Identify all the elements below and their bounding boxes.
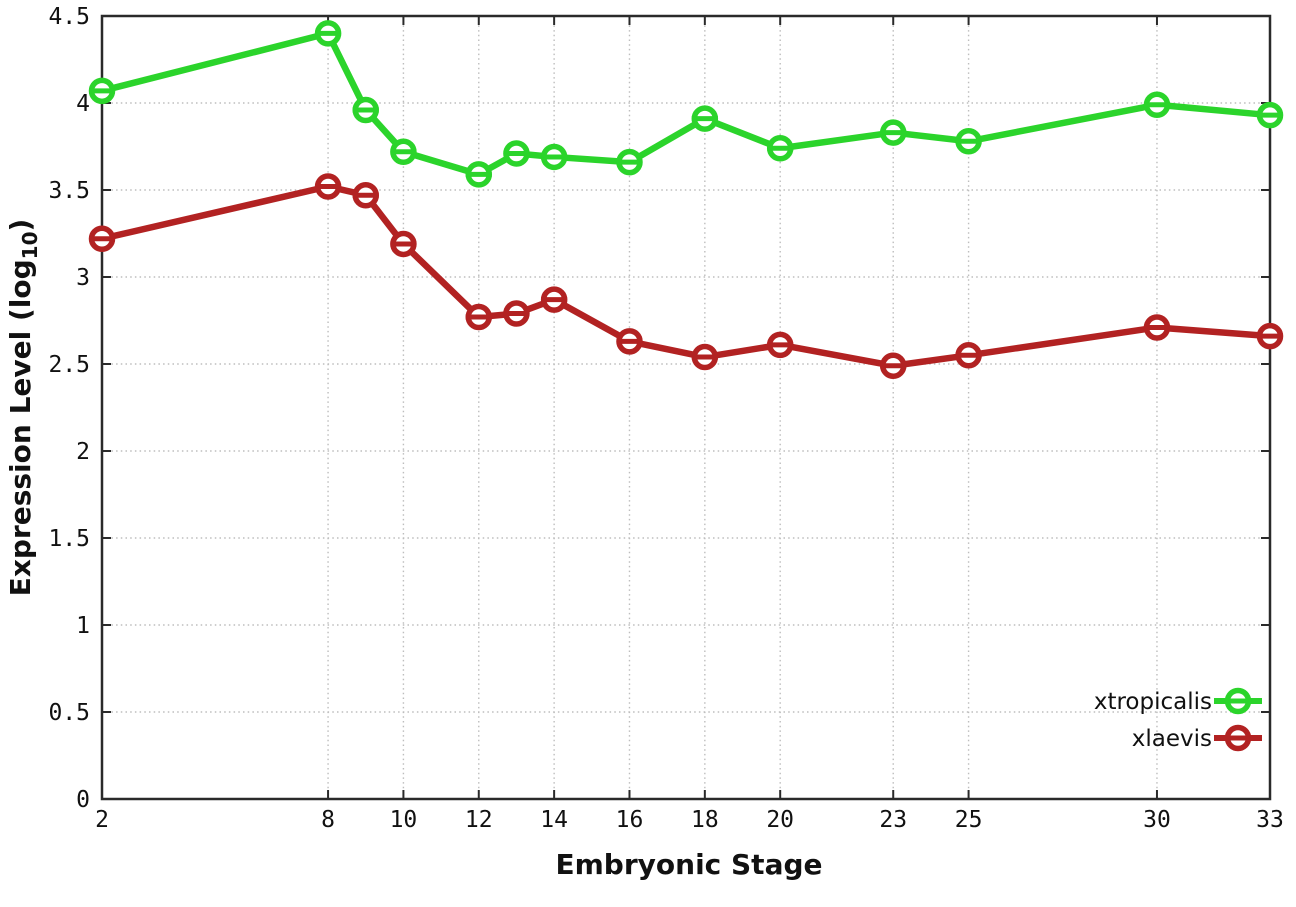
data-point xyxy=(766,331,794,359)
x-tick-label: 8 xyxy=(321,807,335,833)
series-xlaevis xyxy=(88,173,1284,379)
y-tick-label: 4.5 xyxy=(48,4,90,30)
data-point xyxy=(616,148,643,176)
y-tick-label: 4 xyxy=(76,91,90,117)
data-point xyxy=(503,140,530,167)
data-point xyxy=(314,173,342,200)
legend-label: xlaevis xyxy=(1132,726,1212,752)
data-point xyxy=(691,343,719,371)
data-point xyxy=(1143,91,1171,118)
legend-entry-xtropicalis: xtropicalis xyxy=(1094,687,1262,715)
data-point xyxy=(955,342,982,369)
x-tick-label: 30 xyxy=(1143,807,1171,833)
data-point xyxy=(691,105,719,132)
data-point xyxy=(503,300,530,327)
data-point xyxy=(1256,322,1284,350)
x-tick-label: 18 xyxy=(691,807,719,833)
y-tick-label: 3 xyxy=(76,265,90,291)
data-point xyxy=(88,225,116,252)
data-point xyxy=(390,138,417,165)
data-point xyxy=(352,96,379,124)
x-tick-label: 16 xyxy=(616,807,644,833)
data-point xyxy=(314,20,342,47)
legend-label: xtropicalis xyxy=(1094,689,1212,715)
gridlines xyxy=(102,16,1270,799)
series-xtropicalis xyxy=(88,20,1284,188)
x-tick-label: 2 xyxy=(95,807,109,833)
x-tick-label: 25 xyxy=(955,807,983,833)
data-point xyxy=(540,143,568,171)
data-point xyxy=(879,352,907,379)
y-tick-labels: 0 0.5 1 1.5 2 2.5 3 3.5 4 4.5 xyxy=(48,4,90,813)
data-point xyxy=(540,286,568,313)
data-point xyxy=(465,303,493,331)
x-tick-label: 20 xyxy=(766,807,794,833)
legend-entry-xlaevis: xlaevis xyxy=(1132,724,1262,752)
data-point xyxy=(465,161,493,188)
y-tick-label: 0 xyxy=(76,787,90,813)
data-point xyxy=(88,77,116,105)
data-point xyxy=(879,119,907,146)
x-tick-label: 14 xyxy=(540,807,568,833)
data-point xyxy=(390,230,417,258)
plot-border xyxy=(100,14,1272,801)
y-tick-label: 3.5 xyxy=(48,178,90,204)
data-point xyxy=(352,181,379,209)
legend: xtropicalis xlaevis xyxy=(1094,687,1262,752)
y-axis-title: Expression Level (log10) xyxy=(4,219,42,597)
data-point xyxy=(616,328,643,355)
tick-marks xyxy=(101,15,1271,800)
data-point xyxy=(1256,101,1284,129)
y-tick-label: 1 xyxy=(76,613,90,639)
x-tick-label: 12 xyxy=(465,807,493,833)
data-point xyxy=(1143,314,1171,341)
y-tick-label: 0.5 xyxy=(48,700,90,726)
x-tick-labels: 2 8 10 12 14 16 18 20 23 25 30 33 xyxy=(95,807,1284,833)
series-line xyxy=(101,183,1271,369)
data-point xyxy=(766,134,794,162)
y-tick-label: 2 xyxy=(76,439,90,465)
series-line xyxy=(101,30,1271,178)
x-tick-label: 23 xyxy=(879,807,907,833)
x-tick-label: 10 xyxy=(390,807,418,833)
x-axis-title: Embryonic Stage xyxy=(556,848,823,881)
x-tick-label: 33 xyxy=(1256,807,1284,833)
y-tick-label: 1.5 xyxy=(48,526,90,552)
y-tick-label: 2.5 xyxy=(48,352,90,378)
data-point xyxy=(955,128,982,155)
